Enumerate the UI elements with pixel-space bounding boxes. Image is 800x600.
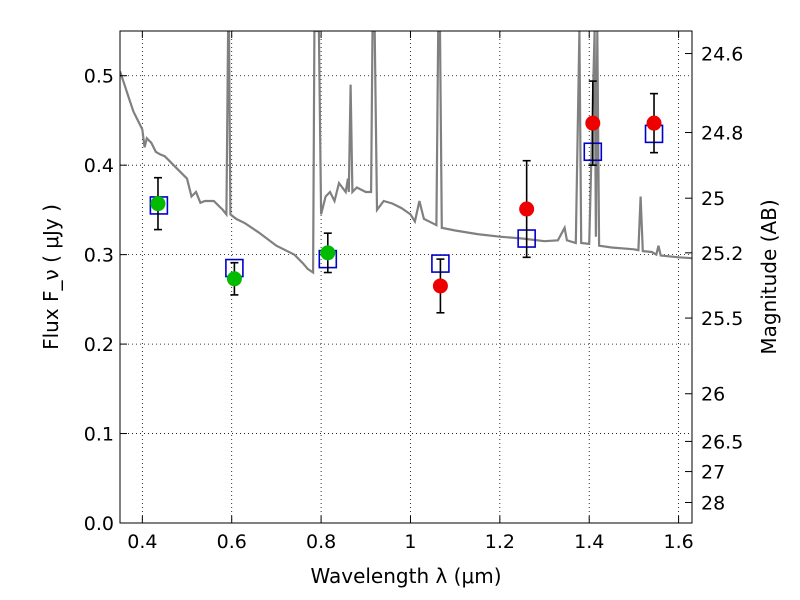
x-tick-label: 1.4 xyxy=(574,531,604,553)
right-y-tick-label: 26 xyxy=(701,384,725,406)
observed-data-point xyxy=(150,196,166,212)
right-y-tick-label: 25.5 xyxy=(701,308,743,330)
y-tick-label: 0.2 xyxy=(84,334,114,356)
x-tick-label: 1.6 xyxy=(663,531,693,553)
x-axis-label: Wavelength λ (μm) xyxy=(310,564,501,588)
observed-data-point xyxy=(519,201,535,217)
y-tick-label: 0.3 xyxy=(84,245,114,267)
axis-ticks: 0.4 0.6 0.8 1 1.2 1.4 1.6 0.0 0.1 0.2 0.3 0.4 0.5 24.… xyxy=(84,31,743,553)
observed-data-point xyxy=(432,278,448,294)
x-tick-label: 1.2 xyxy=(485,531,515,553)
right-y-axis-label: Magnitude (AB) xyxy=(757,199,781,354)
right-y-tick-label: 27 xyxy=(701,462,725,484)
x-tick-label: 1 xyxy=(404,531,416,553)
x-tick-label: 0.6 xyxy=(217,531,247,553)
right-y-tick-label: 28 xyxy=(701,493,725,515)
y-tick-label: 0.5 xyxy=(84,66,114,88)
y-tick-label: 0.4 xyxy=(84,155,114,177)
y-tick-label: 0.0 xyxy=(84,513,114,535)
y-axis-label: Flux F_ν ( μJy ) xyxy=(39,204,63,350)
x-tick-label: 0.8 xyxy=(306,531,336,553)
observed-data-point xyxy=(646,115,662,131)
right-y-tick-label: 25.2 xyxy=(701,243,743,265)
plot-frame xyxy=(119,30,693,524)
right-y-tick-label: 26.5 xyxy=(701,431,743,453)
right-y-tick-label: 24.8 xyxy=(701,123,743,145)
x-tick-label: 0.4 xyxy=(127,531,157,553)
right-y-tick-label: 24.6 xyxy=(701,44,743,66)
grid xyxy=(120,31,692,524)
y-tick-label: 0.1 xyxy=(84,424,114,446)
observed-data-point xyxy=(585,115,601,131)
model-spectrum-line xyxy=(120,31,692,275)
plot-series xyxy=(120,31,692,314)
right-y-tick-label: 25 xyxy=(701,188,725,210)
observed-data-point xyxy=(320,245,336,261)
observed-data-point xyxy=(226,271,242,287)
